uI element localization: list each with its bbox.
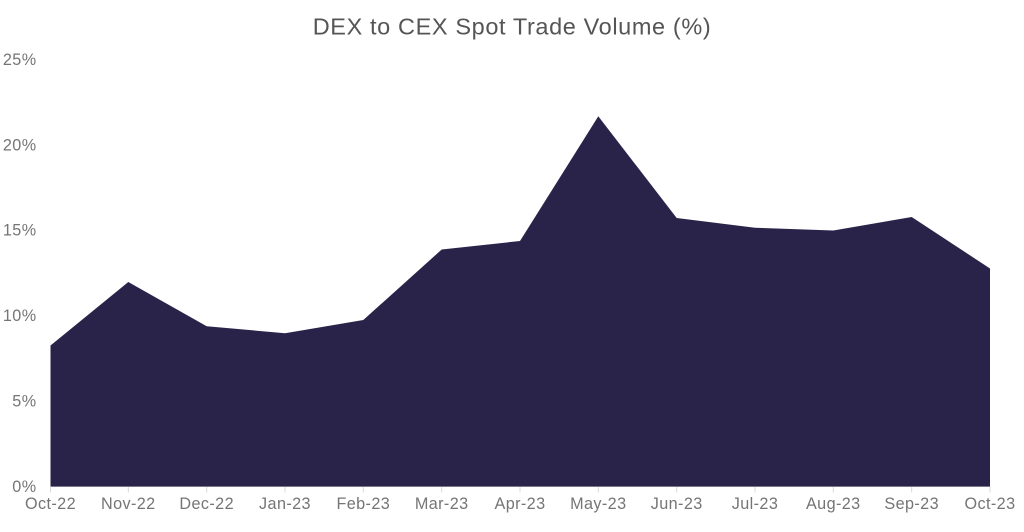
- svg-text:Apr-23: Apr-23: [495, 495, 546, 513]
- svg-text:0%: 0%: [12, 478, 36, 496]
- svg-text:DEX to CEX Spot Trade Volume (: DEX to CEX Spot Trade Volume (%): [313, 13, 712, 39]
- svg-text:Nov-22: Nov-22: [101, 495, 156, 513]
- svg-text:Sep-23: Sep-23: [884, 495, 939, 513]
- svg-text:Jun-23: Jun-23: [651, 495, 703, 513]
- svg-text:Aug-23: Aug-23: [806, 495, 861, 513]
- svg-text:Feb-23: Feb-23: [336, 495, 390, 513]
- svg-text:10%: 10%: [3, 307, 37, 325]
- svg-text:5%: 5%: [12, 392, 36, 410]
- svg-text:25%: 25%: [3, 51, 37, 69]
- svg-text:15%: 15%: [3, 222, 37, 240]
- svg-text:Dec-22: Dec-22: [179, 495, 234, 513]
- svg-text:Oct-22: Oct-22: [25, 495, 76, 513]
- svg-text:Jan-23: Jan-23: [259, 495, 311, 513]
- svg-text:May-23: May-23: [570, 495, 626, 513]
- svg-text:20%: 20%: [3, 136, 37, 154]
- svg-text:Jul-23: Jul-23: [732, 495, 779, 513]
- svg-text:Oct-23: Oct-23: [965, 495, 1016, 513]
- svg-text:Mar-23: Mar-23: [415, 495, 469, 513]
